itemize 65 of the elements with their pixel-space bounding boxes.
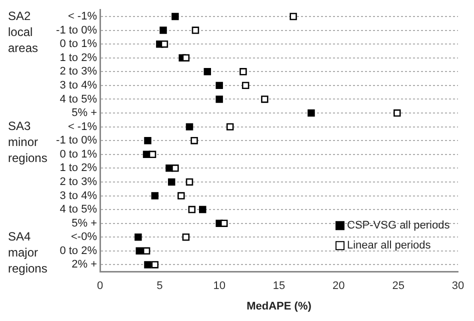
legend-label: CSP-VSG all periods bbox=[347, 220, 450, 232]
x-tick-label: 30 bbox=[452, 280, 464, 292]
text: SA4 major regions bbox=[8, 229, 48, 276]
point bbox=[186, 178, 194, 186]
y-tick-label: < -1% bbox=[68, 10, 98, 23]
y-tick-label: 1 to 2% bbox=[60, 162, 98, 174]
x-tick-label: 20 bbox=[332, 280, 345, 292]
point bbox=[186, 123, 194, 130]
y-tick-label: 0 to 1% bbox=[60, 148, 98, 160]
y-tick-label: 4 to 5% bbox=[60, 204, 98, 216]
text: SA3 minor regions bbox=[8, 119, 48, 166]
point bbox=[172, 12, 179, 20]
point bbox=[151, 192, 159, 200]
x-tick-label: 5 bbox=[156, 280, 163, 292]
point bbox=[168, 178, 176, 186]
point bbox=[261, 96, 268, 103]
point bbox=[308, 109, 315, 117]
point bbox=[394, 109, 401, 117]
point bbox=[226, 123, 234, 130]
x-tick-label: 10 bbox=[213, 280, 226, 292]
y-tick-label: 5% + bbox=[72, 107, 97, 120]
point bbox=[192, 26, 200, 34]
point bbox=[240, 68, 247, 76]
x-tick-label: 25 bbox=[392, 280, 404, 292]
point bbox=[151, 261, 159, 268]
y-tick-label: 0 to 2% bbox=[60, 244, 98, 257]
y-tick-label: 2% + bbox=[72, 258, 97, 271]
y-tick-label: 4 to 5% bbox=[60, 93, 98, 106]
point bbox=[216, 82, 223, 90]
y-tick-label: -1 to 0% bbox=[56, 134, 98, 147]
y-tick-label: <-0% bbox=[71, 231, 98, 244]
y-tick-label: 2 to 3% bbox=[60, 176, 98, 188]
y-tick-label: -1 to 0% bbox=[56, 24, 98, 36]
y-tick-label: 3 to 4% bbox=[60, 190, 98, 202]
y-tick-label: 3 to 4% bbox=[60, 79, 98, 92]
point bbox=[204, 68, 212, 76]
point bbox=[188, 206, 196, 214]
point bbox=[216, 96, 223, 103]
point bbox=[142, 247, 150, 255]
point bbox=[160, 40, 168, 48]
point bbox=[182, 234, 190, 241]
point bbox=[199, 206, 206, 214]
y-tick-label: 5% + bbox=[72, 217, 97, 230]
y-tick-label: 1 to 2% bbox=[60, 52, 98, 64]
point bbox=[160, 26, 167, 34]
point bbox=[144, 136, 152, 144]
point bbox=[136, 247, 143, 255]
point bbox=[182, 54, 190, 62]
y-tick-label: 2 to 3% bbox=[60, 66, 98, 78]
point bbox=[242, 82, 250, 90]
x-tick-label: 15 bbox=[272, 280, 286, 292]
x-axis-title: MedAPE (%) bbox=[246, 300, 312, 312]
point bbox=[148, 150, 156, 158]
y-tick-label: 0 to 1% bbox=[60, 38, 98, 50]
point bbox=[134, 234, 142, 241]
point bbox=[220, 220, 228, 227]
text: SA2 local areas bbox=[8, 8, 38, 55]
point bbox=[290, 12, 297, 20]
point bbox=[178, 192, 185, 200]
y-tick-label: < -1% bbox=[68, 120, 98, 133]
point bbox=[172, 164, 179, 172]
point bbox=[190, 136, 198, 144]
point bbox=[144, 261, 152, 268]
x-tick-label: 0 bbox=[96, 280, 104, 292]
legend-label: Linear all periods bbox=[347, 240, 432, 252]
